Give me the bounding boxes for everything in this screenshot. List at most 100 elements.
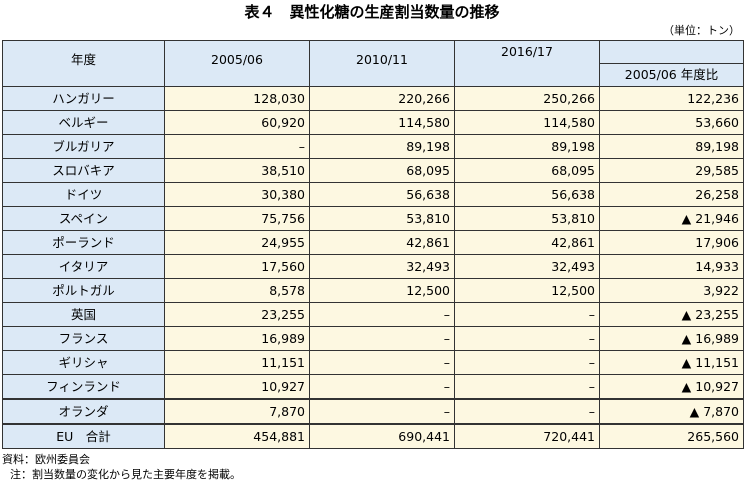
value-cell-v2: – — [309, 326, 455, 351]
value-cell-v1: 24,955 — [164, 230, 310, 255]
value-cell-v1: 11,151 — [164, 350, 310, 375]
value-cell-v2: 68,095 — [309, 158, 455, 183]
value-cell-v1: 30,380 — [164, 182, 310, 207]
value-cell-v1: 128,030 — [164, 86, 310, 111]
table-row: ベルギー 60,920 114,580 114,580 53,660 — [2, 110, 744, 135]
source-note: 資料：欧州委員会 — [2, 453, 90, 466]
table-row: ハンガリー 128,030 220,266 250,266 122,236 — [2, 86, 744, 111]
value-cell-v3: 720,441 — [454, 423, 600, 449]
notes: 資料：欧州委員会 注：割当数量の変化から見た主要年度を掲載。 — [2, 452, 241, 482]
quota-table: 年度 2005/06 2010/11 2016/17 2005/06 年度比 ハ… — [2, 40, 744, 449]
value-cell-v2: – — [309, 398, 455, 425]
country-cell: EU 合計 — [2, 423, 165, 449]
value-cell-v2: – — [309, 302, 455, 327]
value-cell-v1: 8,578 — [164, 278, 310, 303]
table-body: ハンガリー 128,030 220,266 250,266 122,236 ベルギー 60,… — [2, 86, 744, 449]
country-cell: ハンガリー — [2, 86, 165, 111]
table-row: 英国 23,255– – ▲ 23,255 — [2, 302, 744, 327]
value-cell-v2: 32,493 — [309, 254, 455, 279]
value-cell-v3: – — [454, 326, 600, 351]
country-cell: スロバキア — [2, 158, 165, 183]
total-row: EU 合計 454,881 690,441 720,441 265,560 — [2, 423, 744, 449]
value-cell-v4: 3,922 — [599, 278, 744, 303]
value-cell-v4: 53,660 — [599, 110, 744, 135]
value-cell-v3: 56,638 — [454, 182, 600, 207]
header-2005: 2005/06 — [164, 40, 310, 87]
value-cell-v1: 23,255 — [164, 302, 310, 327]
country-cell: フィンランド — [2, 374, 165, 400]
country-cell: ポルトガル — [2, 278, 165, 303]
header-compare: 2005/06 年度比 — [599, 63, 744, 87]
value-cell-v4: 89,198 — [599, 134, 744, 159]
country-cell: オランダ — [2, 398, 165, 425]
table-row: フィンランド 10,927– – ▲ 10,927 — [2, 374, 744, 400]
value-cell-v2: – — [309, 350, 455, 375]
table-row: オランダ 7,870– – ▲ 7,870 — [2, 398, 744, 425]
value-cell-v2: 42,861 — [309, 230, 455, 255]
value-cell-v4: ▲ 7,870 — [599, 398, 744, 425]
value-cell-v3: 250,266 — [454, 86, 600, 111]
value-cell-v2: 690,441 — [309, 423, 455, 449]
value-cell-v3: – — [454, 302, 600, 327]
country-cell: ギリシャ — [2, 350, 165, 375]
value-cell-v1: 7,870 — [164, 398, 310, 425]
value-cell-v2: 53,810 — [309, 206, 455, 231]
value-cell-v4: ▲ 16,989 — [599, 326, 744, 351]
footnote: 注：割当数量の変化から見た主要年度を掲載。 — [10, 468, 241, 481]
value-cell-v2: 12,500 — [309, 278, 455, 303]
value-cell-v3: 12,500 — [454, 278, 600, 303]
value-cell-v1: – — [164, 134, 310, 159]
country-cell: フランス — [2, 326, 165, 351]
table-title: 表４ 異性化糖の生産割当数量の推移 — [244, 3, 500, 21]
value-cell-v3: – — [454, 374, 600, 400]
value-cell-v2: 114,580 — [309, 110, 455, 135]
value-cell-v3: 42,861 — [454, 230, 600, 255]
table-row: ギリシャ 11,151– – ▲ 11,151 — [2, 350, 744, 375]
table-row: ブルガリア –89,198 89,198 89,198 — [2, 134, 744, 159]
value-cell-v4: 265,560 — [599, 423, 744, 449]
table-row: スロバキア 38,510 68,095 68,095 29,585 — [2, 158, 744, 183]
value-cell-v4: ▲ 11,151 — [599, 350, 744, 375]
header-2016: 2016/17 — [454, 40, 600, 64]
table-row: ポーランド 24,955 42,861 42,861 17,906 — [2, 230, 744, 255]
value-cell-v3: – — [454, 398, 600, 425]
country-cell: ベルギー — [2, 110, 165, 135]
value-cell-v3: 68,095 — [454, 158, 600, 183]
country-cell: 英国 — [2, 302, 165, 327]
country-cell: ドイツ — [2, 182, 165, 207]
value-cell-v2: 56,638 — [309, 182, 455, 207]
country-cell: ポーランド — [2, 230, 165, 255]
value-cell-v2: – — [309, 374, 455, 400]
value-cell-v4: ▲ 21,946 — [599, 206, 744, 231]
header-2010: 2010/11 — [309, 40, 455, 87]
value-cell-v4: ▲ 23,255 — [599, 302, 744, 327]
table-row: ポルトガル 8,578 12,500 12,500 3,922 — [2, 278, 744, 303]
value-cell-v2: 89,198 — [309, 134, 455, 159]
country-cell: スペイン — [2, 206, 165, 231]
value-cell-v2: 220,266 — [309, 86, 455, 111]
country-cell: イタリア — [2, 254, 165, 279]
value-cell-v3: 89,198 — [454, 134, 600, 159]
header-year: 年度 — [2, 40, 165, 87]
value-cell-v1: 75,756 — [164, 206, 310, 231]
value-cell-v1: 17,560 — [164, 254, 310, 279]
table-row: フランス 16,989– – ▲ 16,989 — [2, 326, 744, 351]
value-cell-v4: 26,258 — [599, 182, 744, 207]
value-cell-v1: 60,920 — [164, 110, 310, 135]
header-2016-lower — [454, 63, 600, 87]
value-cell-v1: 10,927 — [164, 374, 310, 400]
unit-label: （単位：トン） — [663, 24, 740, 37]
value-cell-v1: 38,510 — [164, 158, 310, 183]
value-cell-v3: 53,810 — [454, 206, 600, 231]
header-compare-top — [599, 40, 744, 64]
table-row: ドイツ 30,380 56,638 56,638 26,258 — [2, 182, 744, 207]
table-row: スペイン 75,756 53,810 53,810 ▲ 21,946 — [2, 206, 744, 231]
value-cell-v4: 14,933 — [599, 254, 744, 279]
value-cell-v3: 32,493 — [454, 254, 600, 279]
value-cell-v1: 454,881 — [164, 423, 310, 449]
country-cell: ブルガリア — [2, 134, 165, 159]
value-cell-v4: 29,585 — [599, 158, 744, 183]
table-row: イタリア 17,560 32,493 32,493 14,933 — [2, 254, 744, 279]
value-cell-v1: 16,989 — [164, 326, 310, 351]
value-cell-v4: 122,236 — [599, 86, 744, 111]
